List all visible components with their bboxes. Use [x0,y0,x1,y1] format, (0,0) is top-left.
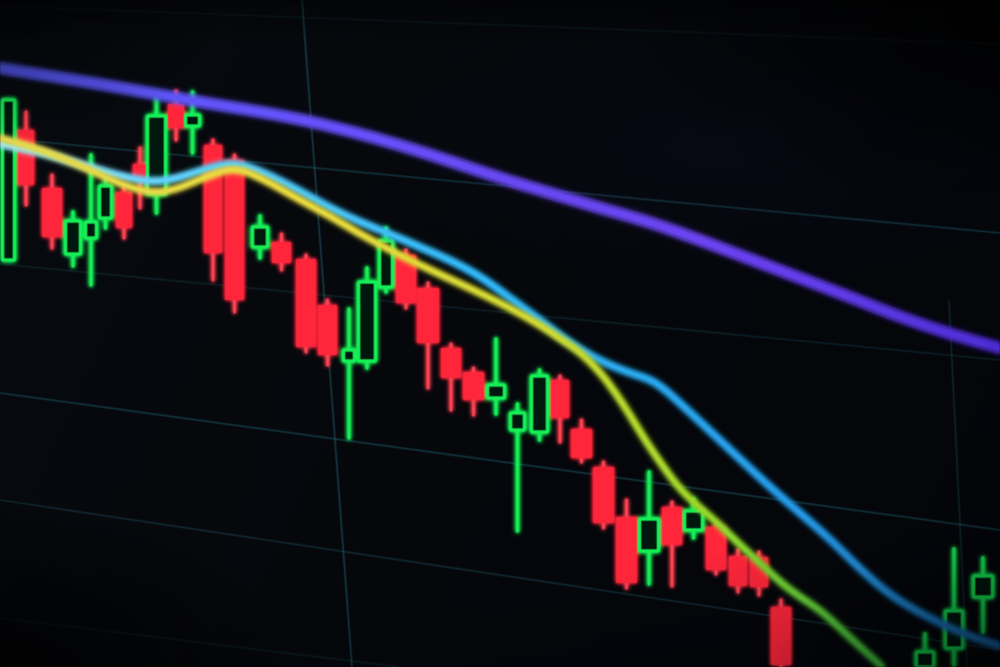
candle-red [18,130,34,185]
candle-green [97,184,114,220]
candle-green [83,220,99,240]
ma-fast-yellow-green-line-glow [0,133,887,667]
candle-red [204,145,222,253]
candle-green [356,280,378,363]
candle-red [417,288,439,343]
candle-green [682,509,705,532]
candle-green [971,574,995,599]
grid-line [0,5,1000,45]
candle-green [485,383,507,400]
candle-red [441,348,461,378]
candle-green [183,113,202,128]
candle-red [771,607,791,665]
ma-fast-yellow-green-line [0,133,887,667]
candle-green [341,348,357,363]
candle-green [637,517,661,553]
candle-green [63,219,83,256]
candle-green [529,374,550,434]
candle-red [42,188,62,237]
candle-green [914,650,936,667]
candle-red [593,467,614,523]
candle-red [272,242,291,263]
candle-red [318,305,337,355]
candle-red [551,380,569,418]
candle-green [0,98,17,262]
candle-red [463,372,484,400]
grid-line [0,392,1000,531]
candle-green [508,411,527,432]
grid-line [0,263,1000,361]
candle-red [616,517,637,583]
candle-red [729,556,747,586]
candle-red [225,160,244,300]
ma-fast-yellow-green-line-core [0,136,884,667]
candle-green [250,225,270,249]
grid-line [0,499,1000,651]
candle-red [571,429,592,458]
candle-red [662,507,682,545]
candle-red [168,104,184,128]
grid-line [0,617,401,667]
candle-red [116,192,132,228]
candle-red [296,259,316,347]
